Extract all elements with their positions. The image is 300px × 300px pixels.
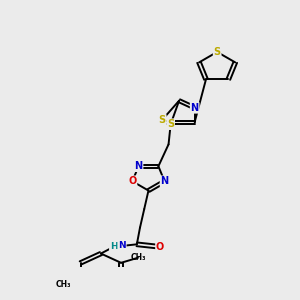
- Text: O: O: [128, 176, 136, 186]
- Text: N: N: [160, 176, 169, 186]
- Text: O: O: [156, 242, 164, 252]
- Text: N: N: [190, 103, 199, 113]
- Text: N: N: [134, 161, 142, 171]
- Text: S: S: [167, 119, 174, 129]
- Text: CH₃: CH₃: [130, 253, 146, 262]
- Text: CH₃: CH₃: [56, 280, 72, 289]
- Text: S: S: [159, 115, 166, 125]
- Text: H: H: [110, 242, 117, 251]
- Text: S: S: [214, 47, 221, 57]
- Text: N: N: [118, 241, 126, 250]
